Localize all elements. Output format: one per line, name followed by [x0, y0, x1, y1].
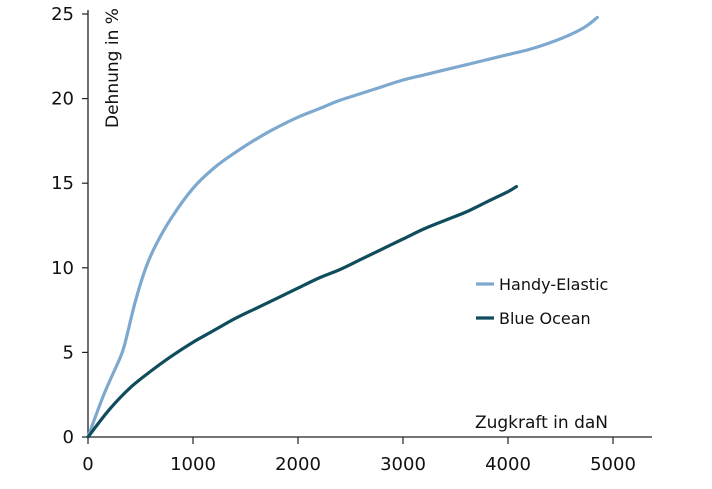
series-line-handy-elastic: [86, 15, 599, 439]
y-tick-label: 10: [51, 258, 74, 279]
y-tick-label: 15: [51, 173, 74, 194]
x-tick-label: 1000: [170, 454, 216, 475]
y-tick-label: 5: [63, 342, 74, 363]
y-tick-label: 25: [51, 4, 74, 25]
axes: 0 1000 2000 3000 4000 5000 0 5 10 15 20 25: [51, 4, 652, 475]
x-tick-label: 0: [82, 454, 93, 475]
y-tick-label: 20: [51, 89, 74, 110]
series-line-blue-ocean: [86, 185, 518, 439]
legend-label-blue-ocean: Blue Ocean: [499, 309, 591, 328]
x-tick-label: 5000: [590, 454, 636, 475]
x-tick-label: 3000: [380, 454, 426, 475]
x-axis-title: Zugkraft in daN: [475, 413, 608, 433]
legend-label-handy-elastic: Handy-Elastic: [499, 275, 608, 294]
x-tick-label: 2000: [275, 454, 321, 475]
legend: Handy-Elastic Blue Ocean: [476, 275, 608, 328]
series-layer: [86, 15, 599, 439]
y-axis-title: Dehnung in %: [103, 8, 123, 128]
x-tick-label: 4000: [485, 454, 531, 475]
y-tick-label: 0: [63, 427, 74, 448]
